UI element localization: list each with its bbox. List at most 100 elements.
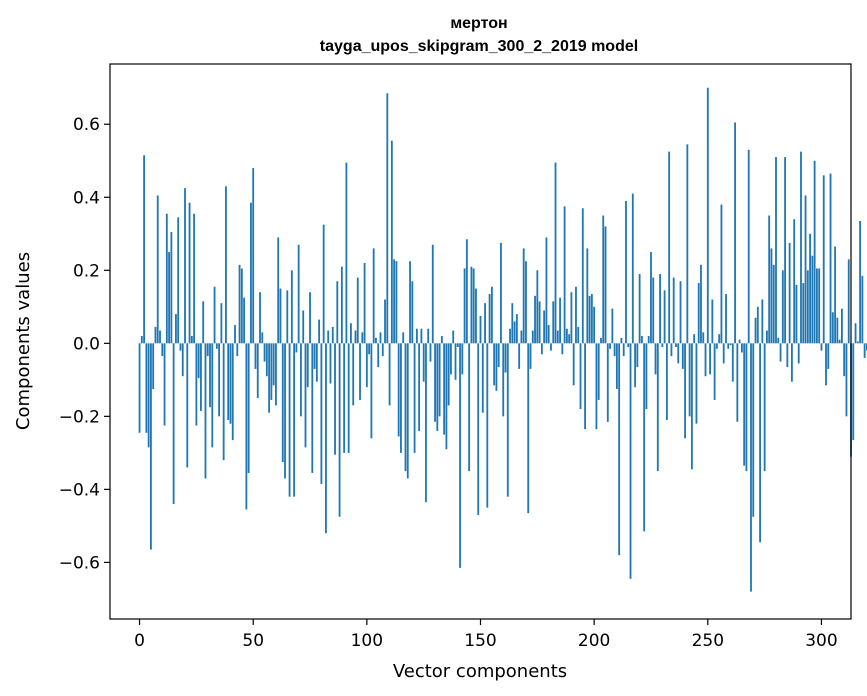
bar-259 [727, 343, 730, 349]
bar-137 [450, 343, 452, 375]
bar-74 [306, 343, 309, 388]
bar-181 [550, 343, 552, 351]
bar-96 [356, 277, 359, 344]
bar-67 [290, 270, 293, 344]
bar-296 [811, 255, 814, 344]
bar-309 [841, 308, 843, 344]
bar-226 [652, 277, 655, 344]
bar-62 [279, 288, 282, 344]
bar-75 [309, 292, 311, 344]
bar-28 [202, 301, 205, 344]
bar-17 [177, 217, 180, 344]
bar-85 [331, 326, 334, 344]
bar-319 [863, 343, 866, 358]
bar-51 [254, 343, 257, 369]
bar-88 [338, 343, 341, 517]
bar-37 [222, 343, 225, 461]
bar-317 [859, 221, 861, 344]
bar-180 [547, 325, 550, 344]
x-axis-label: Vector components [393, 661, 567, 682]
bar-285 [786, 343, 789, 368]
bar-206 [606, 343, 609, 422]
bar-69 [295, 343, 298, 353]
bar-278 [770, 248, 773, 344]
bar-128 [429, 343, 432, 362]
bar-179 [545, 237, 548, 344]
bar-97 [359, 343, 361, 400]
bar-76 [311, 343, 314, 473]
bar-162 [506, 343, 509, 497]
bar-314 [852, 343, 855, 441]
bar-170 [525, 261, 527, 344]
bar-258 [725, 294, 727, 344]
bar-257 [722, 343, 725, 364]
bar-81 [322, 224, 325, 344]
bar-64 [284, 343, 286, 479]
bar-40 [229, 343, 232, 424]
bar-164 [511, 303, 514, 344]
bar-18 [179, 343, 182, 351]
bar-125 [422, 343, 425, 382]
bar-80 [320, 343, 323, 484]
bar-218 [634, 343, 636, 388]
bar-256 [720, 204, 723, 344]
bar-16 [175, 314, 177, 344]
bar-209 [613, 343, 616, 357]
bar-215 [627, 343, 630, 347]
bar-130 [434, 343, 436, 422]
bar-220 [638, 273, 641, 344]
bar-139 [454, 343, 457, 380]
bar-21 [186, 343, 189, 468]
bar-194 [579, 343, 582, 410]
bar-38 [225, 186, 227, 344]
bar-242 [688, 343, 691, 417]
bar-260 [729, 343, 732, 346]
bar-110 [388, 343, 391, 406]
x-tick-label: 0 [134, 631, 145, 651]
bar-84 [329, 343, 332, 384]
bar-141 [459, 343, 461, 568]
bar-246 [697, 283, 700, 344]
bar-228 [656, 343, 659, 472]
bar-66 [288, 343, 291, 497]
bar-47 [245, 343, 248, 510]
bar-138 [452, 330, 455, 344]
bar-312 [847, 259, 850, 344]
bar-232 [665, 343, 668, 421]
bar-202 [597, 343, 600, 400]
bar-304 [829, 173, 832, 344]
bar-269 [750, 343, 752, 592]
bar-20 [184, 188, 186, 344]
bar-60 [275, 343, 277, 406]
bar-184 [556, 330, 559, 344]
y-tick-label: −0.2 [59, 407, 100, 427]
bar-116 [402, 332, 405, 344]
bar-52 [256, 343, 259, 399]
bar-36 [220, 303, 223, 344]
bar-284 [784, 157, 786, 344]
bar-63 [281, 343, 284, 462]
bar-216 [629, 343, 632, 579]
bar-59 [272, 343, 275, 386]
bar-171 [527, 343, 530, 514]
bar-236 [675, 343, 677, 347]
bar-272 [756, 306, 759, 344]
bar-241 [686, 144, 689, 344]
bar-237 [677, 343, 680, 364]
bar-134 [443, 343, 446, 435]
bar-90 [343, 343, 346, 453]
bar-106 [379, 332, 382, 344]
bar-4 [147, 343, 150, 448]
bar-264 [738, 339, 741, 344]
bar-70 [297, 244, 300, 344]
bar-99 [363, 263, 366, 344]
bar-268 [747, 149, 750, 344]
bar-270 [752, 343, 755, 517]
bar-307 [836, 317, 839, 344]
bar-151 [481, 343, 484, 413]
bar-131 [436, 343, 439, 431]
bar-25 [195, 343, 198, 426]
bar-91 [345, 162, 348, 344]
bar-255 [718, 334, 721, 344]
